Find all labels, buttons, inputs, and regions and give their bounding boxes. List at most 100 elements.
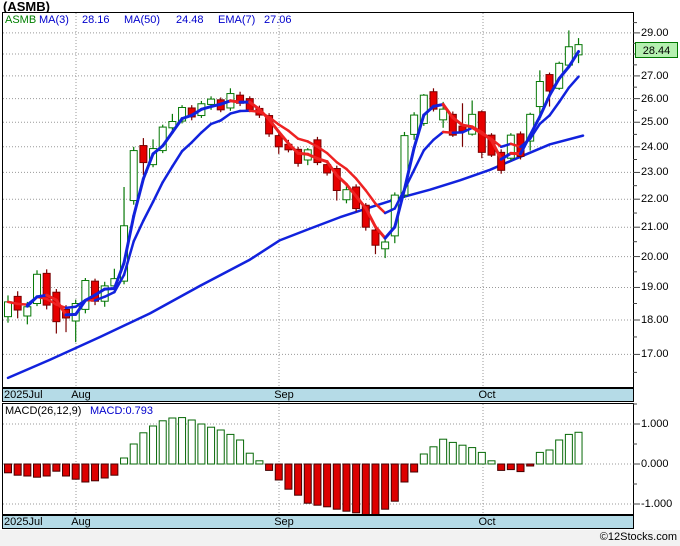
macd-bar-negative — [110, 463, 119, 476]
ema7-line — [219, 112, 232, 122]
ma3-line — [354, 194, 368, 210]
ma3-line — [209, 102, 223, 109]
candle-up — [439, 108, 448, 121]
macd-bar-negative — [497, 463, 506, 471]
ema7-line — [171, 149, 184, 168]
macd-bar-negative — [91, 463, 100, 482]
ema7-line — [499, 142, 513, 149]
ma3-line — [431, 102, 445, 108]
macd-bar-negative — [381, 463, 390, 510]
ma3-line — [567, 50, 581, 69]
month-label: Aug — [71, 389, 91, 401]
price-axis-label: 25.00 — [641, 116, 669, 129]
candle-up — [342, 189, 351, 201]
candle-down — [42, 272, 51, 306]
ema7-line — [142, 200, 155, 222]
axis-ticks — [633, 22, 640, 505]
ema7-line — [64, 305, 77, 310]
macd-bar-negative — [303, 463, 312, 504]
main-price-plot — [2, 12, 634, 388]
ma3-line — [460, 123, 474, 129]
ema7-line — [16, 302, 29, 306]
ma3-line — [132, 177, 145, 218]
candle-up — [81, 280, 90, 310]
legend-symbol: ASMB — [5, 14, 37, 26]
ma3-line — [170, 117, 184, 134]
ema7-line — [374, 202, 387, 215]
macd-bar-negative — [323, 463, 332, 508]
ma3-line — [499, 151, 513, 161]
ma3-line — [74, 298, 87, 316]
copyright-watermark: ©12Stocks.com — [599, 531, 677, 543]
ema7-line — [567, 75, 580, 89]
price-axis-label: 27.00 — [641, 69, 669, 82]
candle-down — [313, 139, 322, 164]
macd-axis-label: 1.000 — [641, 418, 669, 430]
macd-bar-negative — [13, 463, 22, 476]
legend-ema7-label: EMA(7) — [218, 14, 256, 26]
macd-bar-positive — [439, 438, 448, 465]
ema7-line — [325, 151, 339, 164]
ma3-line — [180, 113, 194, 121]
ema7-line — [200, 122, 213, 134]
candle-down — [52, 291, 61, 323]
ma3-line — [267, 118, 281, 134]
ma3-line — [112, 261, 126, 291]
ema7-line — [316, 145, 329, 155]
price-axis-label: 22.00 — [641, 193, 669, 206]
ma3-line — [83, 293, 97, 302]
macd-bar-positive — [158, 420, 167, 465]
macd-bar-positive — [545, 449, 554, 465]
ma3-line — [161, 130, 174, 148]
macd-bar-negative — [361, 463, 370, 514]
ema7-line — [267, 115, 281, 126]
macd-bar-negative — [332, 463, 341, 510]
macd-bar-positive — [574, 431, 583, 465]
macd-bar-negative — [371, 463, 380, 514]
candle-up — [168, 121, 177, 129]
macd-bar-positive — [535, 451, 544, 465]
legend-ema7-value: 27.06 — [264, 14, 292, 26]
macd-bar-positive — [564, 433, 573, 465]
ma3-line — [151, 144, 165, 156]
candle-up — [33, 273, 42, 305]
candle-up — [100, 285, 109, 302]
ma3-line — [335, 173, 348, 186]
ema7-line — [103, 290, 116, 298]
candle-up — [381, 241, 390, 250]
macd-bar-positive — [120, 457, 129, 465]
legend-ma3-value: 28.16 — [82, 14, 110, 26]
candle-down — [429, 91, 438, 110]
ma3-line — [103, 287, 116, 291]
ma3-line — [199, 105, 213, 111]
candle-up — [574, 44, 583, 56]
macd-bar-negative — [506, 463, 515, 471]
month-label: Oct — [478, 516, 496, 528]
ma3-line — [441, 102, 455, 120]
ema7-line — [122, 240, 135, 277]
ma3-line — [451, 116, 464, 127]
ema7-line — [190, 131, 203, 144]
page-title: (ASMB) — [3, 0, 50, 14]
candle-up — [468, 113, 477, 135]
macd-bar-positive — [245, 452, 254, 465]
ma3-line — [248, 100, 261, 111]
ma3-line — [25, 295, 39, 308]
macd-bar-negative — [352, 463, 361, 514]
legend-ma50-value: 24.48 — [176, 14, 204, 26]
macd-bar-negative — [33, 463, 42, 478]
macd-bar-negative — [342, 463, 351, 512]
ma3-line — [538, 93, 552, 119]
ma3-line — [141, 152, 155, 181]
candle-up — [23, 306, 32, 317]
month-label: Oct — [478, 389, 496, 401]
macd-bar-negative — [284, 463, 293, 490]
macd-bar-positive — [207, 426, 216, 465]
macd-bar-positive — [168, 417, 177, 465]
date-axis-macd: 2025Jul Aug Sep Oct — [2, 515, 634, 529]
macd-bar-positive — [555, 439, 564, 465]
price-axis-label: 23.00 — [641, 166, 669, 179]
macd-bar-negative — [265, 463, 274, 471]
macd-bar-negative — [274, 463, 283, 481]
macd-bar-positive — [187, 419, 196, 465]
